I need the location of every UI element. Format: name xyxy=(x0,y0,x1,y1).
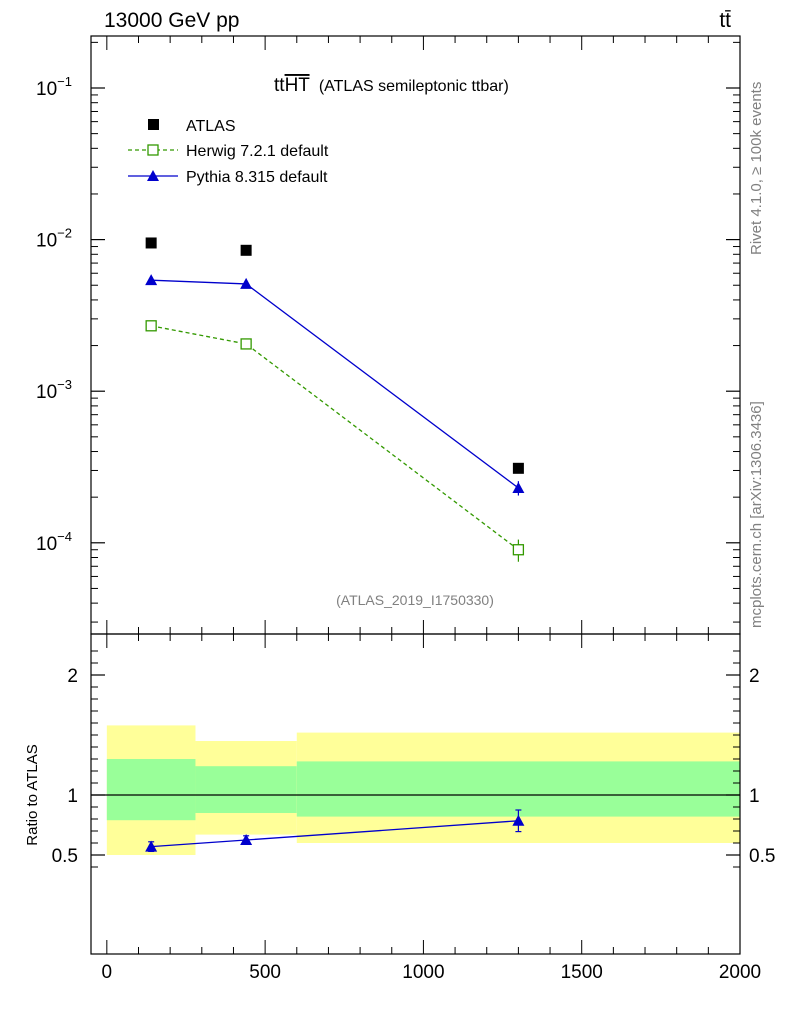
legend-atlas-marker xyxy=(148,119,159,130)
ratio-point-2 xyxy=(512,814,525,826)
ratio-ylabel: Ratio to ATLAS xyxy=(24,744,41,845)
ratio-ytick-label-right-2: 0.5 xyxy=(749,846,775,867)
ratio-xtick-label-2: 1000 xyxy=(402,962,444,983)
ratio-xtick-label-4: 2000 xyxy=(719,962,761,983)
main-ticks: 10−110−210−310−4 xyxy=(36,36,741,634)
main-point-2-2 xyxy=(512,481,525,493)
main-ytick-base-3: 10 xyxy=(36,534,57,555)
ratio-xtick-label-1: 500 xyxy=(249,962,281,983)
main-points xyxy=(145,237,525,562)
ratio-ytick-label-right-0: 2 xyxy=(749,666,760,687)
ratio-frame xyxy=(90,633,741,955)
main-point-2-1 xyxy=(240,277,253,289)
legend-herwig-marker xyxy=(147,144,159,156)
main-ytick-exp-3: −4 xyxy=(57,529,72,544)
rivet-label: Rivet 4.1.0, ≥ 100k events xyxy=(748,82,765,255)
main-point-1-0 xyxy=(145,320,157,332)
main-ytick-exp-2: −3 xyxy=(57,377,72,392)
ratio-xtick-label-0: 0 xyxy=(102,962,113,983)
mcplots-label: mcplots.cern.ch [arXiv:1306.3436] xyxy=(748,401,765,628)
main-point-0-0 xyxy=(145,237,157,249)
ratio-bands xyxy=(106,725,740,855)
ratio-ytick-label-left-1: 1 xyxy=(67,786,78,807)
main-ytick-exp-0: −1 xyxy=(57,74,72,89)
legend-pythia-marker xyxy=(147,170,159,181)
ratio-point-0 xyxy=(145,840,158,852)
ratio-ytick-label-left-2: 0.5 xyxy=(52,846,78,867)
title-overline: HT xyxy=(285,75,311,96)
main-point-0-1 xyxy=(240,244,252,256)
header-process: tt̄ xyxy=(719,9,731,32)
main-ytick-base-1: 10 xyxy=(36,231,57,252)
ratio-band-green-1 xyxy=(195,766,297,813)
analysis-id: (ATLAS_2019_I1750330) xyxy=(336,592,494,608)
main-ytick-base-2: 10 xyxy=(36,382,57,403)
legend-atlas-label: ATLAS xyxy=(186,118,236,135)
main-panel: 10−110−210−310−4 ttHT (ATLAS semileptoni… xyxy=(36,35,741,635)
main-series-lines xyxy=(151,279,519,551)
main-point-1-1 xyxy=(240,338,252,350)
header-energy: 13000 GeV pp xyxy=(104,9,239,32)
main-line-1 xyxy=(151,325,519,551)
main-point-0-2 xyxy=(512,462,524,474)
ratio-panel: 2 2 1 1 0.5 0.5 0 500 1000 1500 2000 Ratio to ATLA… xyxy=(24,633,775,983)
ratio-band-green-2 xyxy=(296,761,740,817)
legend: ATLAS Herwig 7.2.1 default Pythia 8.315 … xyxy=(128,118,329,186)
ratio-band-green-0 xyxy=(106,759,196,821)
ratio-points xyxy=(145,809,525,853)
main-ytick-label-1: 10−2 xyxy=(36,226,72,252)
ratio-ticks: 2 2 1 1 0.5 0.5 0 500 1000 1500 2000 xyxy=(52,634,775,983)
title-prefix: tt xyxy=(274,75,285,96)
main-point-2-0 xyxy=(145,274,158,286)
legend-herwig-label: Herwig 7.2.1 default xyxy=(186,143,329,160)
main-ytick-exp-1: −2 xyxy=(57,226,72,241)
main-ytick-base-0: 10 xyxy=(36,79,57,100)
title-suffix: (ATLAS semileptonic ttbar) xyxy=(319,78,509,95)
main-line-2 xyxy=(151,279,519,489)
ratio-point-1 xyxy=(240,834,253,845)
ratio-xtick-label-3: 1500 xyxy=(561,962,603,983)
plot-title: ttHT (ATLAS semileptonic ttbar) xyxy=(274,75,509,96)
main-ytick-label-2: 10−3 xyxy=(36,377,72,403)
ratio-ytick-label-right-1: 1 xyxy=(749,786,760,807)
main-ytick-label-0: 10−1 xyxy=(36,74,72,100)
ratio-ytick-label-left-0: 2 xyxy=(67,666,78,687)
main-point-1-2 xyxy=(512,544,525,556)
main-ytick-label-3: 10−4 xyxy=(36,529,72,555)
legend-pythia-label: Pythia 8.315 default xyxy=(186,169,328,186)
